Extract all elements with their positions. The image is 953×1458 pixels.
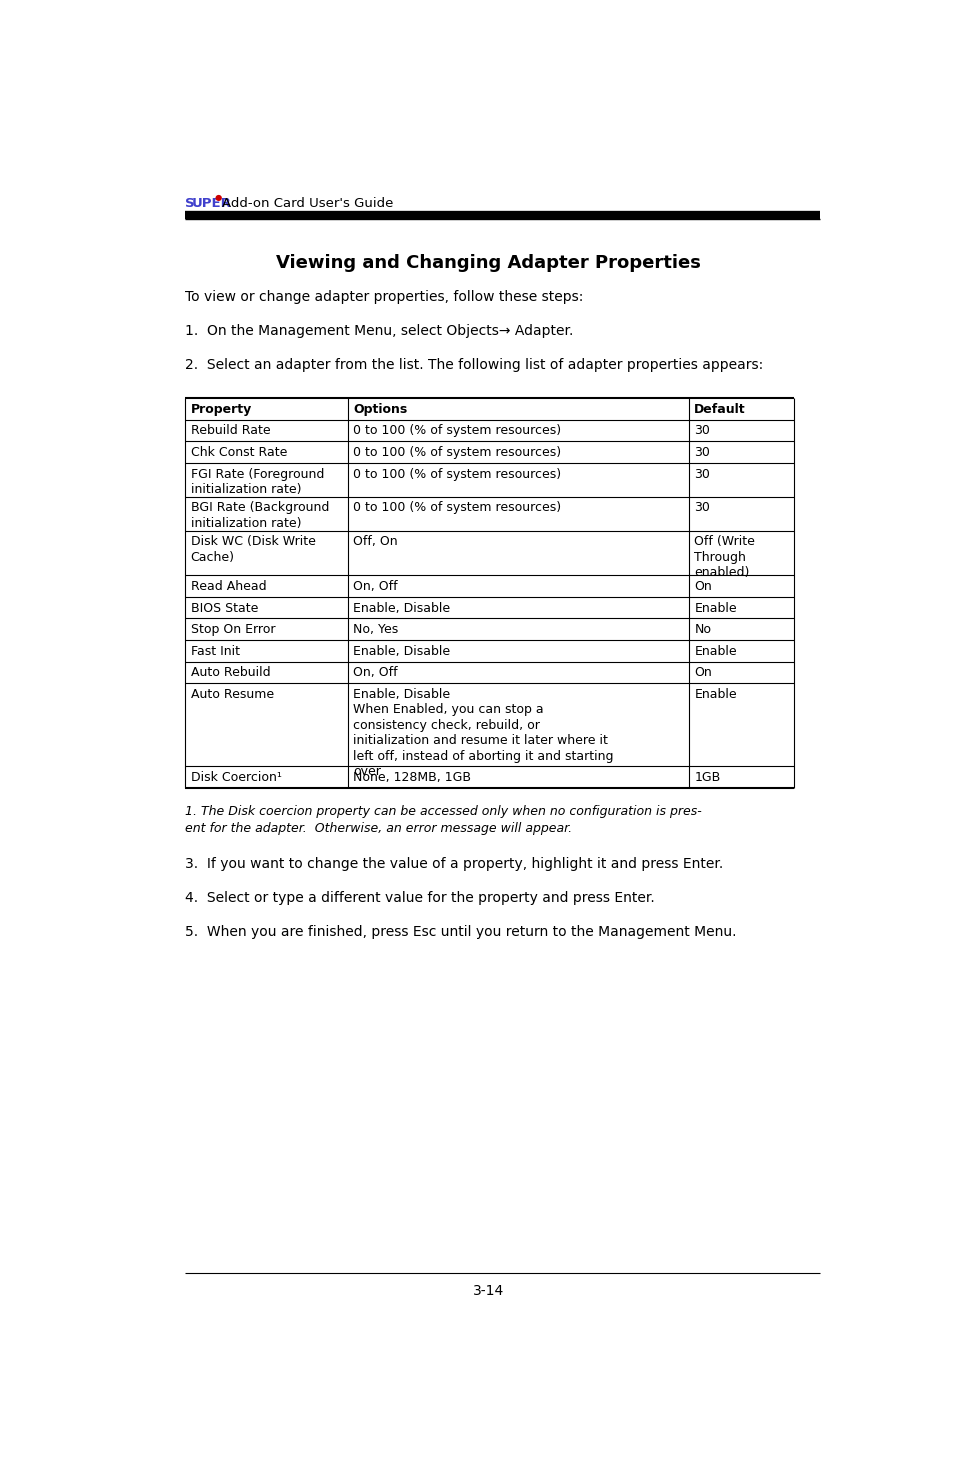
- Text: On: On: [694, 580, 711, 593]
- Text: 1GB: 1GB: [694, 771, 720, 784]
- Text: Off (Write
Through
enabled): Off (Write Through enabled): [694, 535, 755, 579]
- Text: 0 to 100 (% of system resources): 0 to 100 (% of system resources): [353, 468, 560, 481]
- Text: 2.  Select an adapter from the list. The following list of adapter properties ap: 2. Select an adapter from the list. The …: [185, 359, 762, 372]
- Text: Add-on Card User's Guide: Add-on Card User's Guide: [222, 197, 394, 210]
- Text: Enable: Enable: [694, 688, 736, 701]
- Text: No, Yes: No, Yes: [353, 623, 398, 636]
- Text: On, Off: On, Off: [353, 666, 397, 679]
- Text: Enable: Enable: [694, 602, 736, 614]
- Text: Enable, Disable: Enable, Disable: [353, 602, 450, 614]
- Text: 0 to 100 (% of system resources): 0 to 100 (% of system resources): [353, 502, 560, 515]
- Text: Options: Options: [353, 402, 407, 416]
- Text: Rebuild Rate: Rebuild Rate: [191, 424, 270, 437]
- Text: UPER: UPER: [192, 197, 232, 210]
- Text: Default: Default: [694, 402, 745, 416]
- Text: Viewing and Changing Adapter Properties: Viewing and Changing Adapter Properties: [276, 254, 700, 271]
- Text: 1. The Disk coercion property can be accessed only when no configuration is pres: 1. The Disk coercion property can be acc…: [185, 805, 701, 835]
- Text: Disk WC (Disk Write
Cache): Disk WC (Disk Write Cache): [191, 535, 315, 564]
- Text: S: S: [185, 197, 194, 210]
- Text: None, 128MB, 1GB: None, 128MB, 1GB: [353, 771, 471, 784]
- Text: Stop On Error: Stop On Error: [191, 623, 274, 636]
- Text: BGI Rate (Background
initialization rate): BGI Rate (Background initialization rate…: [191, 502, 329, 529]
- Text: 30: 30: [694, 502, 709, 515]
- Text: To view or change adapter properties, follow these steps:: To view or change adapter properties, fo…: [185, 290, 583, 305]
- Text: 1.  On the Management Menu, select Objects→ Adapter.: 1. On the Management Menu, select Object…: [185, 324, 573, 338]
- Text: Off, On: Off, On: [353, 535, 397, 548]
- Text: 0 to 100 (% of system resources): 0 to 100 (% of system resources): [353, 446, 560, 459]
- Text: Chk Const Rate: Chk Const Rate: [191, 446, 287, 459]
- Text: 30: 30: [694, 424, 709, 437]
- Text: Property: Property: [191, 402, 252, 416]
- Text: Enable, Disable
When Enabled, you can stop a
consistency check, rebuild, or
init: Enable, Disable When Enabled, you can st…: [353, 688, 613, 779]
- Text: FGI Rate (Foreground
initialization rate): FGI Rate (Foreground initialization rate…: [191, 468, 324, 496]
- Text: Auto Rebuild: Auto Rebuild: [191, 666, 270, 679]
- Text: On, Off: On, Off: [353, 580, 397, 593]
- Text: Disk Coercion¹: Disk Coercion¹: [191, 771, 281, 784]
- Text: Enable: Enable: [694, 644, 736, 658]
- Text: Enable, Disable: Enable, Disable: [353, 644, 450, 658]
- Text: 4.  Select or type a different value for the property and press Enter.: 4. Select or type a different value for …: [185, 891, 654, 905]
- Text: No: No: [694, 623, 711, 636]
- Text: Auto Resume: Auto Resume: [191, 688, 274, 701]
- Text: 30: 30: [694, 468, 709, 481]
- Text: Fast Init: Fast Init: [191, 644, 239, 658]
- Text: 30: 30: [694, 446, 709, 459]
- Text: 5.  When you are finished, press Esc until you return to the Management Menu.: 5. When you are finished, press Esc unti…: [185, 924, 736, 939]
- Text: 3.  If you want to change the value of a property, highlight it and press Enter.: 3. If you want to change the value of a …: [185, 857, 722, 872]
- Text: 0 to 100 (% of system resources): 0 to 100 (% of system resources): [353, 424, 560, 437]
- Text: 3-14: 3-14: [473, 1283, 504, 1298]
- Text: On: On: [694, 666, 711, 679]
- Text: ●: ●: [214, 192, 222, 201]
- Text: BIOS State: BIOS State: [191, 602, 257, 614]
- Text: Read Ahead: Read Ahead: [191, 580, 266, 593]
